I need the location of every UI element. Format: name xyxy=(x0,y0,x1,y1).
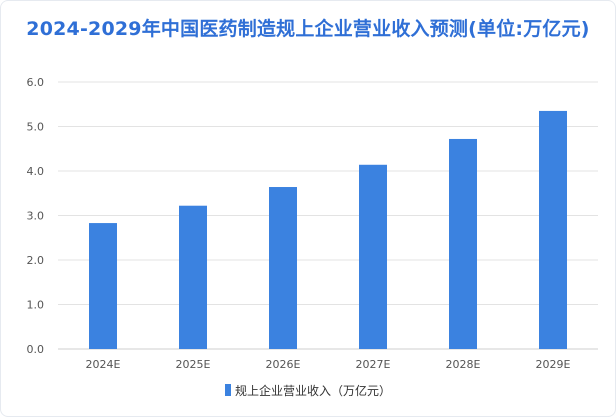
x-tick-label: 2026E xyxy=(266,358,301,371)
y-tick-label: 2.0 xyxy=(27,254,45,267)
y-tick-label: 6.0 xyxy=(27,76,45,89)
bar-2025E xyxy=(179,205,207,349)
chart-title: 2024-2029年中国医药制造规上企业营业收入预测(单位:万亿元) xyxy=(26,18,590,40)
x-tick-label: 2029E xyxy=(536,358,571,371)
bar-2028E xyxy=(449,138,477,349)
y-tick-label: 0.0 xyxy=(27,343,45,356)
legend-swatch xyxy=(224,384,231,396)
bar-2026E xyxy=(269,187,297,349)
x-tick-label: 2027E xyxy=(356,358,391,371)
bar-2027E xyxy=(359,164,387,349)
y-tick-label: 3.0 xyxy=(27,210,45,223)
y-tick-label: 4.0 xyxy=(27,165,45,178)
chart-legend: 规上企业营业收入（万亿元） xyxy=(0,382,616,399)
x-tick-label: 2028E xyxy=(446,358,481,371)
y-tick-label: 1.0 xyxy=(27,299,45,312)
x-tick-label: 2024E xyxy=(86,358,121,371)
legend-label: 规上企业营业收入（万亿元） xyxy=(234,384,391,398)
bar-2029E xyxy=(539,110,567,349)
y-tick-label: 5.0 xyxy=(27,121,45,134)
bar-2024E xyxy=(89,223,117,349)
x-tick-label: 2025E xyxy=(176,358,211,371)
